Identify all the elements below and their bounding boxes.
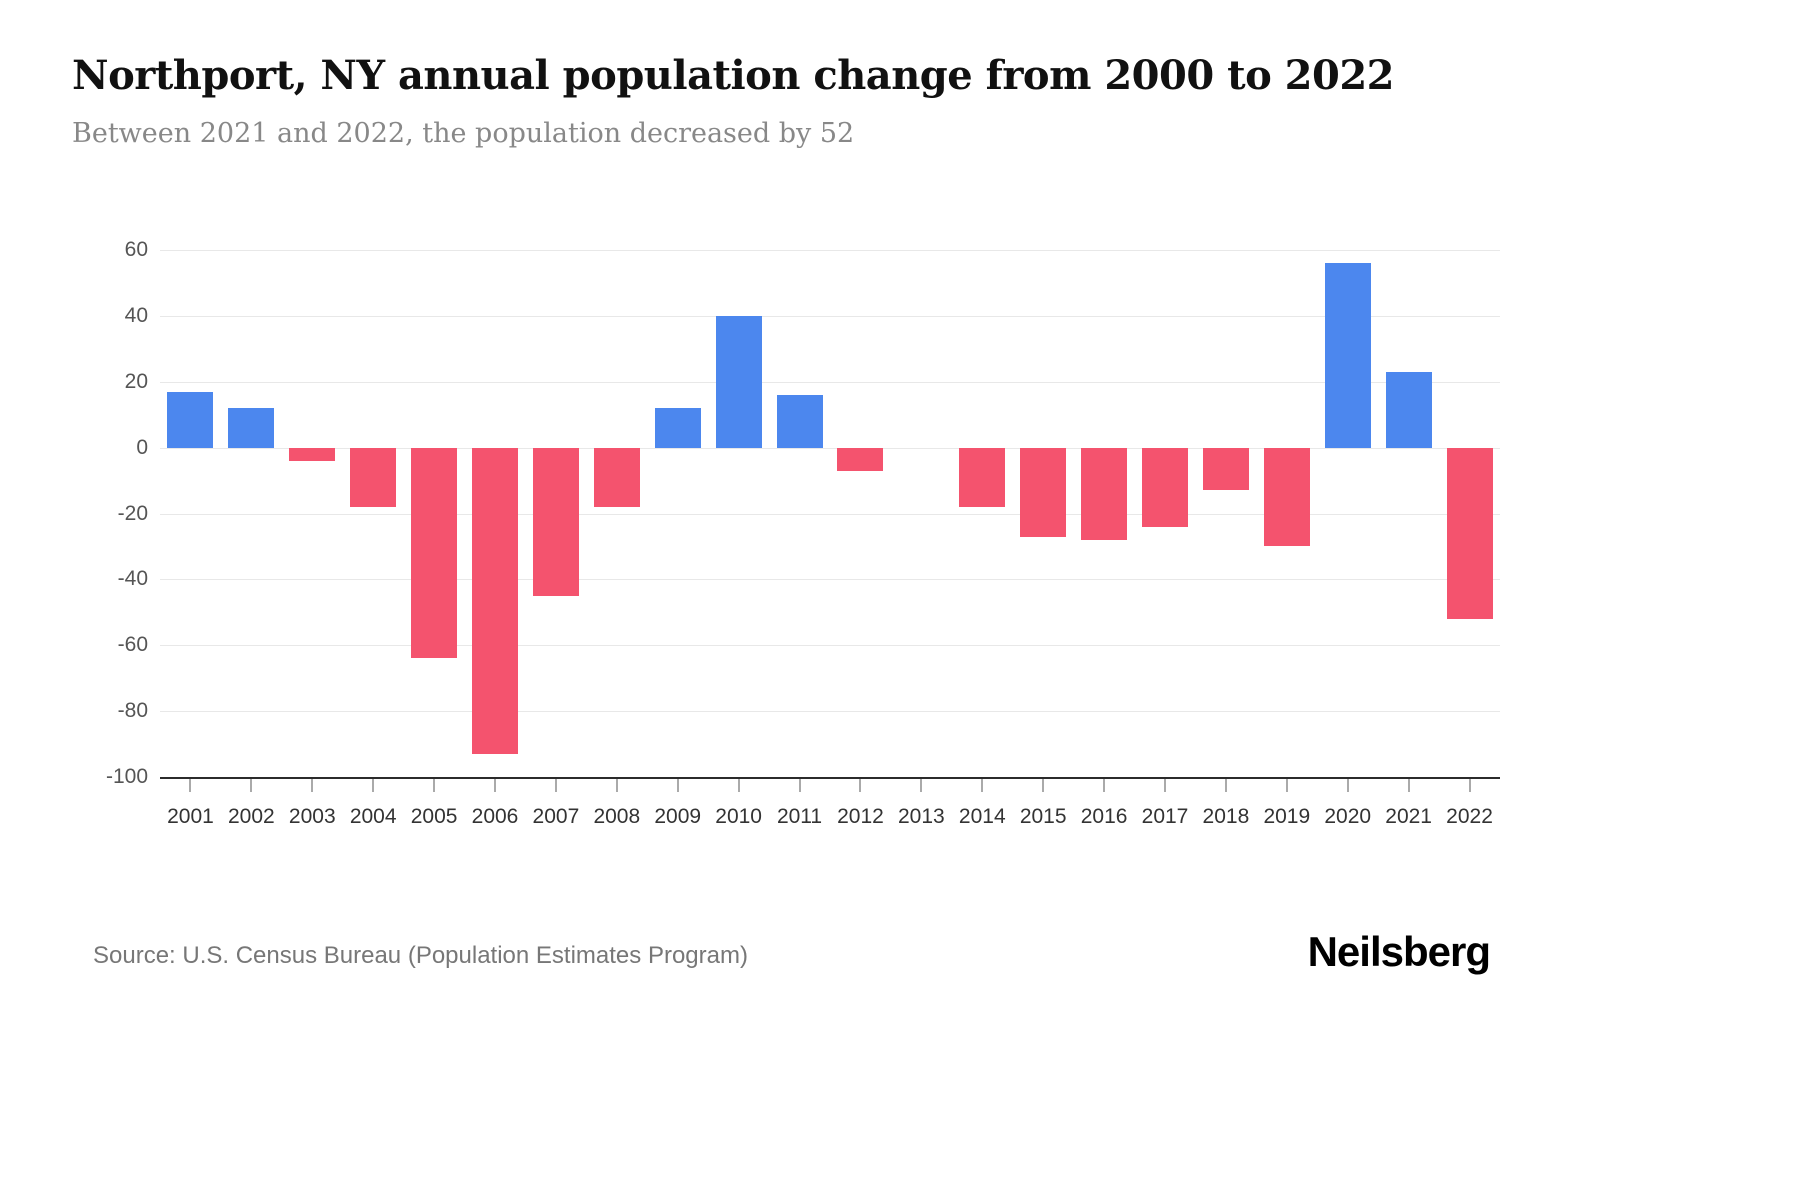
- x-tick-2005: [433, 779, 435, 792]
- bar-2007: [532, 447, 579, 596]
- x-tick-2001: [189, 779, 191, 792]
- x-axis: 2001 2002 2003 2004 2005 2006 2007 2008 2009 2010…: [160, 779, 1500, 849]
- bar-2003: [289, 447, 336, 461]
- bar-2011: [776, 394, 823, 448]
- source-note: Source: U.S. Census Bureau (Population E…: [93, 942, 748, 969]
- y-tick-label-20: 20: [124, 369, 148, 393]
- x-tick-label-2002: 2002: [228, 805, 275, 828]
- bar-2001: [167, 391, 214, 448]
- x-tick-label-2003: 2003: [288, 805, 336, 828]
- gridline--80: [160, 711, 1500, 713]
- x-tick-label-2019: 2019: [1263, 805, 1311, 828]
- bar-2021: [1385, 371, 1432, 448]
- bar-2015: [1020, 447, 1067, 537]
- x-tick-label-2005: 2005: [410, 805, 458, 828]
- gridline-40: [160, 315, 1500, 317]
- x-tick-2009: [677, 779, 679, 792]
- x-tick-2020: [1347, 779, 1349, 792]
- x-tick-label-2014: 2014: [958, 805, 1006, 828]
- x-tick-2014: [981, 779, 983, 792]
- x-tick-label-2020: 2020: [1324, 805, 1372, 828]
- gridline-20: [160, 381, 1500, 383]
- x-tick-label-2008: 2008: [593, 805, 641, 828]
- bar-2005: [411, 447, 458, 659]
- plot-area: [160, 250, 1500, 779]
- y-tick-label--80: -80: [117, 699, 148, 723]
- x-tick-2006: [494, 779, 496, 792]
- gridline-60: [160, 250, 1500, 251]
- y-axis: 60 40 20 0 -20 -40 -60 -80 -100: [50, 238, 148, 788]
- bar-2004: [350, 447, 397, 507]
- x-tick-label-2012: 2012: [837, 805, 884, 828]
- x-tick-label-2011: 2011: [776, 805, 823, 828]
- gridline--20: [160, 513, 1500, 515]
- bar-2022: [1446, 447, 1493, 619]
- x-tick-label-2006: 2006: [471, 805, 519, 828]
- bar-2016: [1081, 447, 1128, 540]
- bar-2008: [593, 447, 640, 507]
- bar-2019: [1263, 447, 1310, 547]
- y-tick-label-60: 60: [124, 238, 148, 261]
- neilsberg-logo: Neilsberg: [1307, 928, 1491, 975]
- x-tick-label-2015: 2015: [1019, 805, 1067, 828]
- gridline--60: [160, 645, 1500, 647]
- x-tick-2002: [250, 779, 252, 792]
- y-tick-label--40: -40: [117, 567, 148, 591]
- x-tick-2018: [1225, 779, 1227, 792]
- x-tick-2012: [859, 779, 861, 792]
- x-tick-2010: [738, 779, 740, 792]
- bar-2018: [1202, 447, 1249, 491]
- bar-2020: [1324, 263, 1371, 448]
- gridline--40: [160, 579, 1500, 581]
- x-tick-2008: [616, 779, 618, 792]
- y-tick-label-40: 40: [124, 303, 148, 327]
- bar-2017: [1142, 447, 1188, 527]
- x-tick-2011: [799, 779, 801, 792]
- y-tick-label--20: -20: [117, 501, 148, 525]
- bar-2010: [715, 315, 762, 448]
- bar-2002: [228, 408, 275, 448]
- x-tick-label-2001: 2001: [167, 805, 214, 828]
- y-tick-label--100: -100: [105, 765, 148, 788]
- x-tick-2019: [1286, 779, 1288, 792]
- x-tick-2017: [1164, 779, 1166, 792]
- x-tick-2016: [1103, 779, 1105, 792]
- x-tick-label-2016: 2016: [1080, 805, 1128, 828]
- x-tick-label-2013: 2013: [898, 805, 945, 828]
- gridline-0: [160, 447, 1500, 449]
- x-tick-label-2022: 2022: [1446, 805, 1493, 828]
- x-tick-label-2017: 2017: [1141, 805, 1189, 828]
- x-tick-2013: [920, 779, 922, 792]
- x-tick-label-2007: 2007: [532, 805, 580, 828]
- x-tick-2007: [555, 779, 557, 792]
- x-tick-2003: [311, 779, 313, 792]
- x-tick-label-2010: 2010: [715, 805, 762, 828]
- x-tick-2022: [1469, 779, 1471, 792]
- x-tick-label-2004: 2004: [349, 805, 397, 828]
- bar-2012: [837, 447, 884, 471]
- bar-2006: [472, 447, 518, 754]
- x-tick-2015: [1042, 779, 1044, 792]
- x-tick-label-2018: 2018: [1202, 805, 1250, 828]
- x-tick-label-2021: 2021: [1385, 805, 1432, 828]
- x-tick-2004: [372, 779, 374, 792]
- y-tick-label-0: 0: [136, 435, 148, 459]
- x-tick-2021: [1408, 779, 1410, 792]
- x-tick-label-2009: 2009: [654, 805, 702, 828]
- chart-title: Northport, NY annual population change f…: [72, 52, 1395, 99]
- y-tick-label--60: -60: [117, 633, 148, 657]
- bar-2009: [654, 408, 701, 448]
- chart-subtitle: Between 2021 and 2022, the population de…: [72, 118, 855, 149]
- bar-2014: [959, 447, 1006, 507]
